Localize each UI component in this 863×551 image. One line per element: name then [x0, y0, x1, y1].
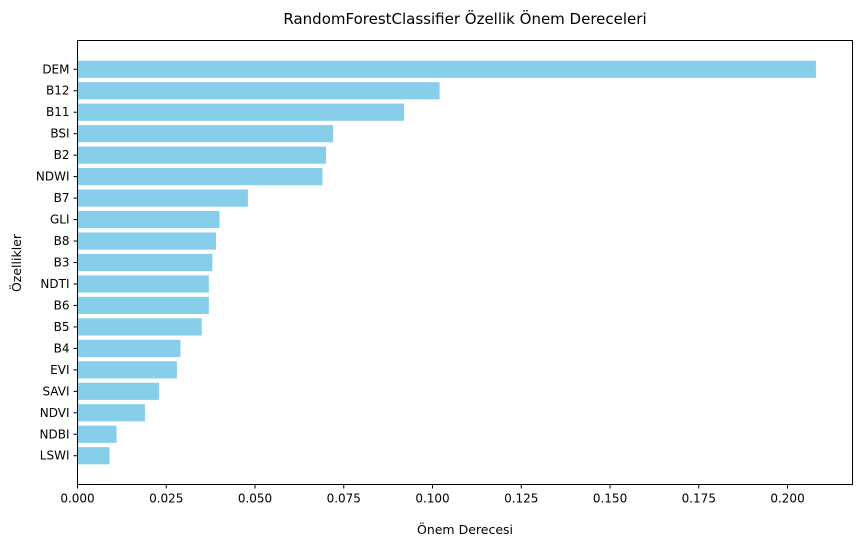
- x-tick-label: 0.075: [327, 492, 361, 506]
- bar-b11: [77, 103, 405, 121]
- y-tick-label: EVI: [50, 363, 69, 377]
- y-axis-label: Özellikler: [8, 233, 24, 292]
- x-tick-label: 0.100: [415, 492, 449, 506]
- bar-ndvi: [77, 404, 145, 422]
- x-tick-label: 0.025: [149, 492, 183, 506]
- x-tick-label: 0.050: [238, 492, 272, 506]
- bar-dem: [77, 60, 816, 78]
- y-tick-label: B4: [54, 341, 70, 355]
- bar-b2: [77, 146, 327, 164]
- y-tick-label: B11: [46, 105, 70, 119]
- bar-gli: [77, 210, 220, 229]
- y-tick-label: BSI: [50, 127, 69, 141]
- bar-b8: [77, 232, 216, 250]
- bar-b4: [77, 339, 181, 357]
- x-tick-label: 0.000: [60, 492, 94, 506]
- y-axis-ticks: DEM B12 B11 BSI B2 NDWI B7 GLI B8 B3 NDTI B6 B5 B4 EVI…: [36, 62, 78, 463]
- y-tick-label: NDBI: [40, 427, 70, 441]
- x-axis-label: Önem Derecesi: [417, 521, 513, 537]
- bars-layer: [77, 60, 816, 465]
- y-tick-label: B8: [54, 234, 70, 248]
- x-tick-label: 0.150: [593, 492, 627, 506]
- x-tick-label: 0.175: [682, 492, 716, 506]
- bar-b3: [77, 253, 213, 272]
- y-tick-label: GLI: [50, 213, 70, 227]
- bar-b6: [77, 296, 209, 315]
- bar-ndbi: [77, 425, 117, 443]
- bar-ndti: [77, 275, 209, 293]
- y-tick-label: B2: [54, 148, 70, 162]
- bar-b12: [77, 82, 440, 100]
- x-tick-label: 0.125: [504, 492, 538, 506]
- y-tick-label: B7: [54, 191, 70, 205]
- y-tick-label: NDWI: [36, 170, 70, 184]
- y-tick-label: B5: [54, 320, 70, 334]
- bar-evi: [77, 361, 177, 379]
- bar-savi: [77, 382, 160, 400]
- chart-title: RandomForestClassifier Özellik Önem Dere…: [283, 9, 646, 28]
- y-tick-label: B6: [54, 298, 70, 312]
- y-tick-label: B12: [46, 84, 70, 98]
- y-tick-label: DEM: [42, 62, 69, 76]
- y-tick-label: SAVI: [42, 384, 69, 398]
- bar-b7: [77, 189, 248, 207]
- bar-b5: [77, 318, 202, 336]
- y-tick-label: NDVI: [40, 406, 70, 420]
- y-tick-label: B3: [54, 256, 70, 270]
- y-tick-label: LSWI: [40, 449, 70, 463]
- x-axis-ticks: 0.000 0.025 0.050 0.075 0.100 0.125 0.150 0.175…: [60, 484, 805, 506]
- plot-frame: [77, 40, 853, 485]
- x-tick-label: 0.200: [770, 492, 804, 506]
- bar-ndwi: [77, 168, 323, 186]
- bar-bsi: [77, 125, 334, 143]
- bar-lswi: [77, 447, 110, 465]
- y-tick-label: NDTI: [40, 277, 69, 291]
